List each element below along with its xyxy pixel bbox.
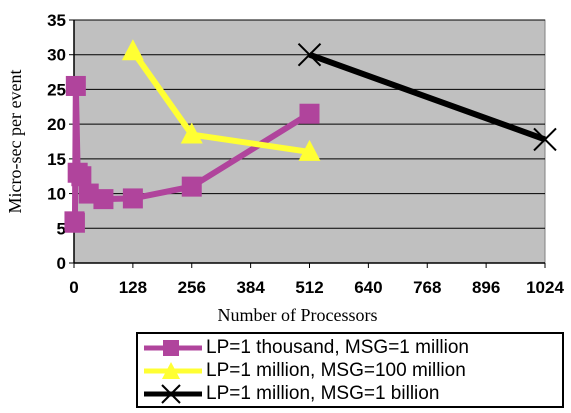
legend-entry-2: LP=1 million, MSG=100 million	[142, 360, 562, 382]
x-tick-label: 768	[413, 278, 441, 297]
axes: 0 5 10 15 20 25 30 35 0 128 256 384 512 640 768 896 1024	[47, 11, 564, 297]
data-point	[181, 176, 202, 197]
x-tick-label: 256	[178, 278, 206, 297]
legend-marker-triangle-icon	[144, 362, 202, 379]
y-tick-label: 5	[57, 219, 66, 238]
legend-entry-1: LP=1 thousand, MSG=1 million	[142, 337, 562, 359]
data-point-stroke	[297, 43, 322, 67]
legend-label-3: LP=1 million, MSG=1 billion	[206, 383, 440, 404]
legend-label-2: LP=1 million, MSG=100 million	[206, 360, 466, 381]
legend: LP=1 thousand, MSG=1 million LP=1 millio…	[136, 332, 564, 408]
y-axis-label: Micro-sec per event	[5, 70, 25, 214]
data-point	[71, 166, 92, 187]
data-point	[64, 212, 85, 233]
x-tick-label: 896	[472, 278, 500, 297]
series-line	[308, 51, 547, 143]
legend-marker-x-icon	[144, 384, 202, 404]
x-tick-label: 384	[236, 278, 265, 297]
x-tick-label: 0	[69, 278, 78, 297]
y-tick-label: 15	[47, 150, 66, 169]
x-tick-label: 640	[354, 278, 382, 297]
y-tick-label: 35	[47, 11, 66, 30]
y-tick-label: 0	[57, 254, 66, 273]
y-tick-label: 20	[47, 115, 66, 134]
x-tick-label: 1024	[526, 278, 564, 297]
legend-marker-square-icon	[144, 340, 202, 356]
data-point	[93, 189, 114, 210]
legend-label-1: LP=1 thousand, MSG=1 million	[206, 337, 469, 358]
data-point	[180, 122, 203, 144]
y-tick-label: 25	[47, 80, 66, 99]
data-point	[299, 103, 320, 124]
x-axis-label: Number of Processors	[218, 305, 378, 325]
series-1	[64, 75, 320, 233]
data-point	[121, 39, 144, 61]
y-tick-label: 30	[47, 46, 66, 65]
legend-entry-3: LP=1 million, MSG=1 billion	[142, 383, 562, 405]
chart-svg: 0 5 10 15 20 25 30 35 0 128 256 384 512 640 768 896 1024…	[5, 11, 564, 325]
x-tick-label: 128	[119, 278, 147, 297]
series-2	[121, 39, 321, 161]
data-point	[533, 127, 557, 152]
data-point	[122, 188, 143, 209]
y-tick-label: 10	[47, 185, 66, 204]
series-layer	[64, 39, 557, 233]
data-point	[297, 43, 322, 67]
data-point	[65, 75, 86, 96]
data-point	[298, 139, 321, 161]
series-3	[297, 43, 557, 152]
data-point-stroke	[533, 127, 557, 152]
x-tick-label: 512	[295, 278, 323, 297]
